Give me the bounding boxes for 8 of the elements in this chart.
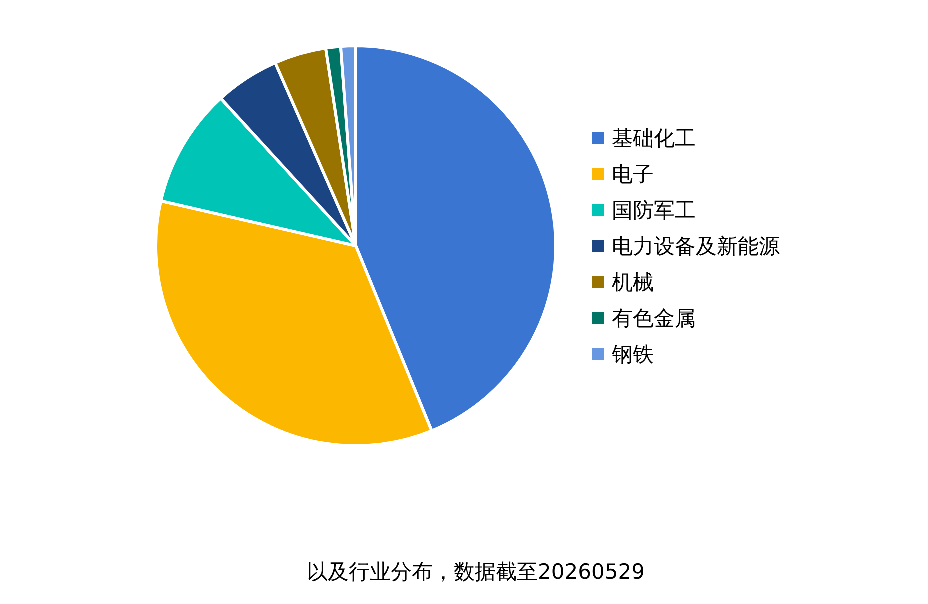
legend-label: 机械 xyxy=(612,270,654,294)
legend-label: 国防军工 xyxy=(612,198,696,222)
legend-label: 基础化工 xyxy=(612,126,696,150)
legend-label: 电子 xyxy=(612,162,654,186)
legend-label: 钢铁 xyxy=(611,342,654,366)
legend-label: 电力设备及新能源 xyxy=(612,234,780,258)
legend-label: 有色金属 xyxy=(612,306,696,330)
text: 以及行业分布，数据截至20260529 xyxy=(307,560,645,584)
